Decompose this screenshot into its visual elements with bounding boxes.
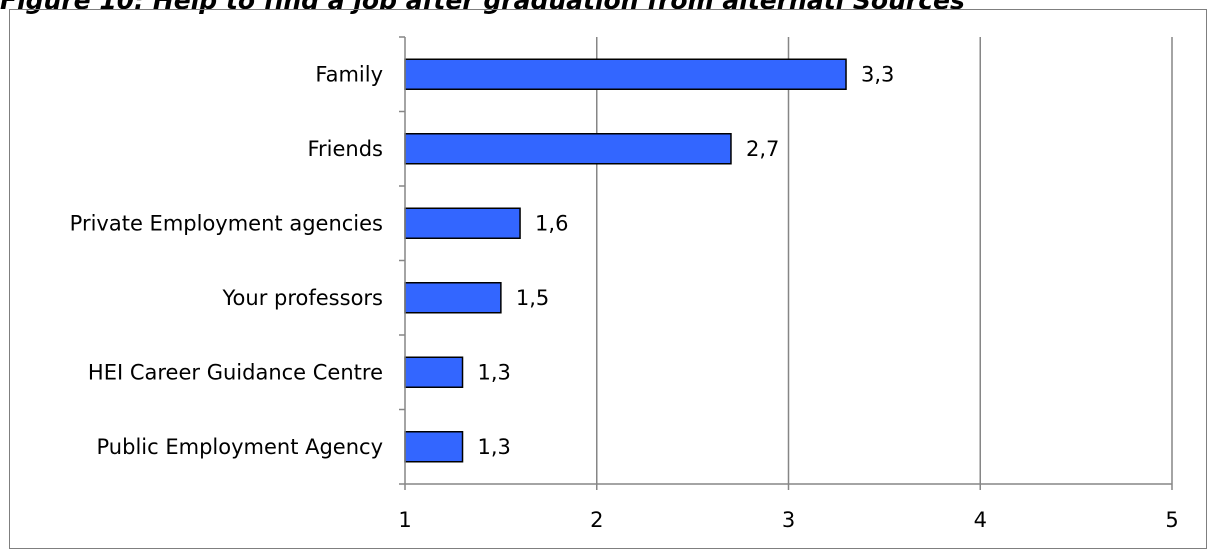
bar bbox=[404, 356, 464, 388]
category-label: Public Employment Agency bbox=[97, 435, 383, 459]
bar bbox=[404, 207, 521, 239]
x-tick-label: 1 bbox=[398, 508, 411, 532]
bar-chart: 3,3 Family 2,7 Friends 1,6 Private Employment… bbox=[70, 36, 1179, 532]
x-tick-label: 5 bbox=[1165, 508, 1178, 532]
data-label: 1,5 bbox=[516, 286, 549, 310]
category-label: Your professors bbox=[222, 286, 383, 310]
category-label: Private Employment agencies bbox=[70, 211, 383, 235]
bar bbox=[404, 282, 502, 314]
category-label: HEI Career Guidance Centre bbox=[88, 360, 383, 384]
bar bbox=[404, 431, 464, 463]
data-label: 2,7 bbox=[746, 137, 779, 161]
data-label: 1,6 bbox=[535, 211, 568, 235]
bar bbox=[404, 58, 847, 90]
x-tick-label: 4 bbox=[974, 508, 987, 532]
bar bbox=[404, 133, 732, 165]
category-label: Friends bbox=[307, 137, 383, 161]
data-label: 1,3 bbox=[478, 435, 511, 459]
figure-title-strip: Figure 10: Help to find a job after grad… bbox=[0, 0, 1208, 16]
x-tick-label: 3 bbox=[782, 508, 795, 532]
figure-title: Figure 10: Help to find a job after grad… bbox=[0, 0, 965, 15]
category-label: Family bbox=[315, 62, 383, 86]
data-label: 3,3 bbox=[861, 62, 894, 86]
x-tick-label: 2 bbox=[590, 508, 603, 532]
data-label: 1,3 bbox=[478, 360, 511, 384]
